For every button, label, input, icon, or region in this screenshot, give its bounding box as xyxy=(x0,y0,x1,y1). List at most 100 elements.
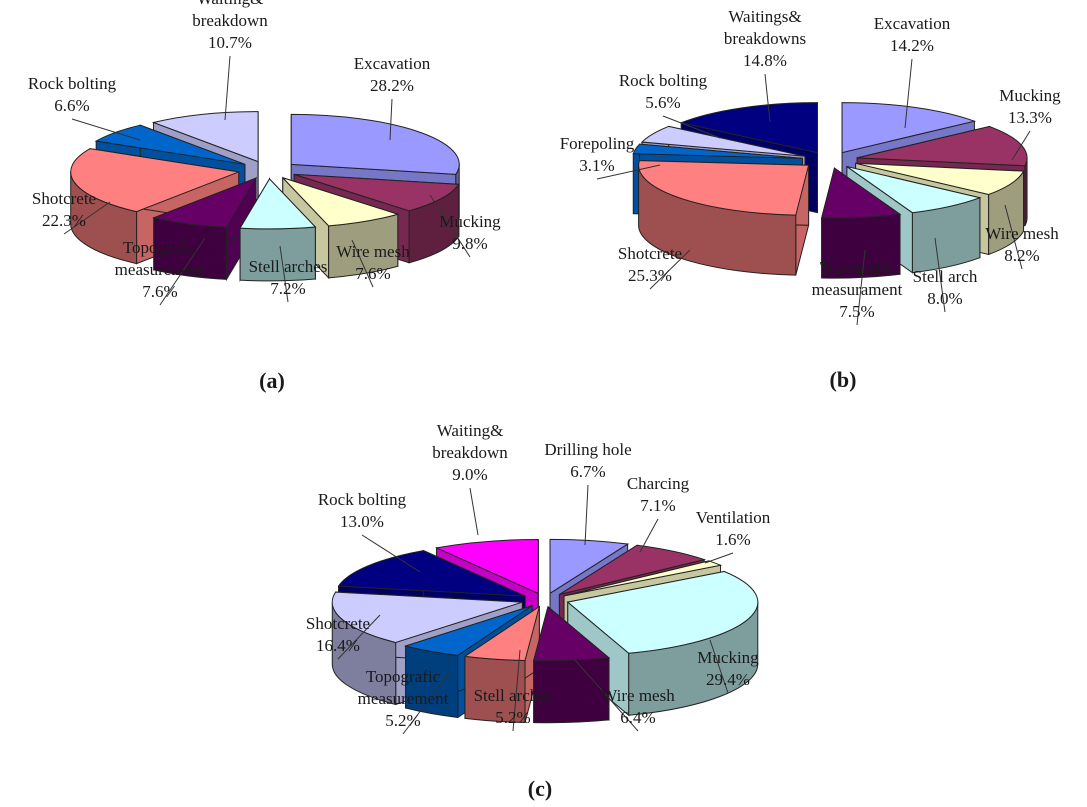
pie-c-value-label-8: 16.4% xyxy=(316,636,360,655)
pie-a-leader-1 xyxy=(389,98,393,141)
pie-b-label-1: Excavation 14.2% xyxy=(874,14,951,55)
pie-c-slice-5-top xyxy=(533,605,611,662)
pie-c-name-label-9: Rock bolting xyxy=(318,490,407,509)
pie-a-label-7: Rock bolting 6.6% xyxy=(28,74,117,115)
pie-c-value-label-5: 6.4% xyxy=(620,708,655,727)
pie-c-value-label-6: 5.2% xyxy=(495,708,530,727)
pie-a-value-label-3: 7.6% xyxy=(355,264,390,283)
pie-c-leader-5 xyxy=(574,659,639,732)
pie-b-name-label-2: Mucking xyxy=(999,86,1061,105)
pie-c-leader-7 xyxy=(402,671,451,735)
pie-a-value-label-1: 28.2% xyxy=(370,76,414,95)
pie-a-value-label-5: 7.6% xyxy=(142,282,177,301)
pie-c-slice-10-top xyxy=(434,538,539,595)
pie-a-label-3: Wire mesh 7.6% xyxy=(336,242,410,283)
pie-c-name-label-4: Mucking xyxy=(697,648,759,667)
pie-c-caption: (c) xyxy=(528,776,552,801)
pie-b-label-4: Stell arch 8.0% xyxy=(913,267,978,308)
pie-b-caption: (b) xyxy=(830,367,857,392)
pie-c-leader-3 xyxy=(704,552,734,564)
pie-b-leader-6 xyxy=(649,249,691,290)
pie-a-name-label-7: Rock bolting xyxy=(28,74,117,93)
pie-c-name-label-2: Charcing xyxy=(627,474,690,493)
pie-b-value-label-9: 14.8% xyxy=(743,51,787,70)
pie-a-value-label-8: 10.7% xyxy=(208,33,252,52)
pie-c-label-3: Ventilation 1.6% xyxy=(696,508,771,549)
pie-a-slices xyxy=(70,111,460,282)
pie-c-label-6: Stell arches 5.2% xyxy=(474,686,553,727)
pie-chart-a: Excavation 28.2% Mucking 9.8% Wire mesh 7.6% S… xyxy=(28,0,501,393)
pie-c-label-1: Drilling hole 6.7% xyxy=(544,440,631,481)
pie-a-value-label-6: 22.3% xyxy=(42,211,86,230)
pie-a-slice-4 xyxy=(239,177,317,282)
pie-c-label-7: Topografic measurement 5.2% xyxy=(358,667,449,730)
pie-b-label-5: Topografic measurament 7.5% xyxy=(812,258,903,321)
pie-c-labels: Drilling hole 6.7% Charcing 7.1% Ventilation… xyxy=(306,421,771,730)
pie-a-name-label-1: Excavation xyxy=(354,54,431,73)
pie-a-label-8: Waiting&breakdown 10.7% xyxy=(192,0,268,52)
pie-c-slice-6 xyxy=(463,605,541,723)
pie-c-leader-9 xyxy=(361,534,421,573)
pie-b-name-label-8: Rock bolting xyxy=(619,71,708,90)
pie-c-value-label-1: 6.7% xyxy=(570,462,605,481)
pie-a-name-label-6: Shotcrete xyxy=(32,189,96,208)
pie-a-leader-7 xyxy=(71,118,141,141)
pie-a-slice-2-top xyxy=(294,173,460,212)
pie-b-slice-3-top xyxy=(855,162,1025,195)
pie-a-leader-lines xyxy=(63,55,471,306)
pie-b-slice-6 xyxy=(638,160,810,276)
pie-b-slice-1-top xyxy=(841,102,977,154)
pie-b-leader-7 xyxy=(596,164,661,180)
pie-c-label-10: Waiting& breakdown 9.0% xyxy=(432,421,508,484)
pie-c-leader-2 xyxy=(639,518,659,553)
pie-c-slice-6-top xyxy=(463,605,541,661)
pie-b-name-label-1: Excavation xyxy=(874,14,951,33)
pie-b-label-8: Rock bolting 5.6% xyxy=(619,71,708,112)
pie-a-slice-6-top xyxy=(70,148,241,213)
pie-a-name-label-5: measurement xyxy=(115,260,206,279)
pie-b-leader-4 xyxy=(934,237,946,313)
pie-a-slice-1-top xyxy=(290,113,460,175)
pie-b-value-label-8: 5.6% xyxy=(645,93,680,112)
pie-c-name-label-3: Ventilation xyxy=(696,508,771,527)
pie-a-leader-3 xyxy=(351,239,374,288)
pie-a-leader-4 xyxy=(279,245,289,303)
pie-c-name-label-10: breakdown xyxy=(432,443,508,462)
pie-b-leader-9 xyxy=(764,73,771,123)
pie-c-label-9: Rock bolting 13.0% xyxy=(318,490,407,531)
pie-b-value-label-6: 25.3% xyxy=(628,266,672,285)
pie-b-name-label-9: breakdowns xyxy=(724,29,806,48)
pie-b-slice-2-side xyxy=(1024,157,1028,226)
pie-b-label-2: Mucking 13.3% xyxy=(999,86,1061,127)
pie-c-leader-10 xyxy=(469,487,479,536)
pie-c-label-8: Shotcrete 16.4% xyxy=(306,614,370,655)
pie-b-value-label-5: 7.5% xyxy=(839,302,874,321)
pie-c-slice-3-top xyxy=(563,560,723,597)
pie-a-value-label-7: 6.6% xyxy=(54,96,89,115)
pie-c-leader-1 xyxy=(584,484,589,546)
pie-c-slice-9-top xyxy=(337,550,526,597)
pie-c-name-label-6: Stell arches xyxy=(474,686,553,705)
pie-c-value-label-2: 7.1% xyxy=(640,496,675,515)
pie-c-label-2: Charcing 7.1% xyxy=(627,474,690,515)
pie-c-slice-7-top xyxy=(403,605,533,656)
pie-a-leader-2 xyxy=(429,194,471,258)
pie-c-value-label-3: 1.6% xyxy=(715,530,750,549)
pie-a-slice-8-top xyxy=(151,111,259,163)
pie-b-name-label-9: Waitings& xyxy=(728,7,801,26)
pie-a-label-1: Excavation 28.2% xyxy=(354,54,431,95)
pie-c-value-label-9: 13.0% xyxy=(340,512,384,531)
pie-c-name-label-5: Wire mesh xyxy=(601,686,675,705)
pie-a-leader-8 xyxy=(224,55,231,121)
pie-chart-c: Drilling hole 6.7% Charcing 7.1% Ventilation… xyxy=(306,421,771,801)
pie-b-name-label-4: Stell arch xyxy=(913,267,978,286)
pie-a-slice-4-top xyxy=(239,178,317,230)
pie-b-label-7: Forepoling 3.1% xyxy=(560,134,635,175)
pie-a-label-5: Topografic measurement 7.6% xyxy=(115,238,206,301)
pie-c-leader-lines xyxy=(337,484,734,735)
pie-b-leader-lines xyxy=(596,58,1031,326)
pie-b-slices xyxy=(632,102,1028,279)
pie-a-name-label-8: Waiting& xyxy=(197,0,264,8)
pie-b-value-label-7: 3.1% xyxy=(579,156,614,175)
